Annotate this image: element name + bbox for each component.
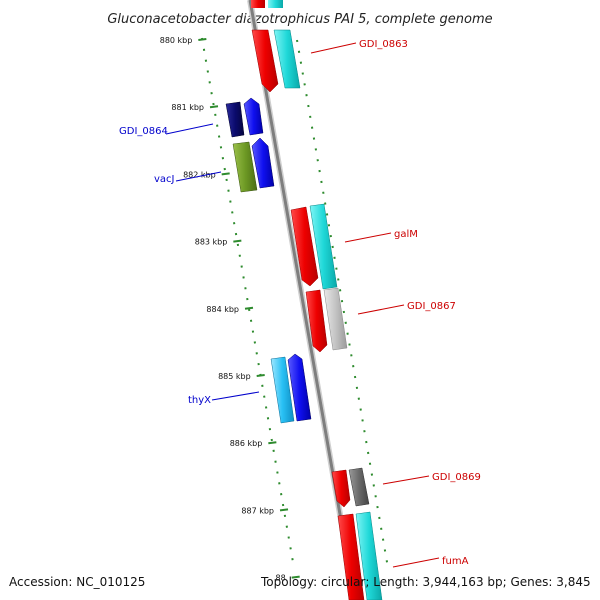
gene-galm-arrow — [290, 206, 319, 287]
scale-tick — [233, 239, 242, 243]
scale-label: 887 kbp — [241, 506, 274, 515]
gene-gdi0864-block — [225, 101, 245, 138]
topology-text: Topology: circular; Length: 3,944,163 bp… — [260, 575, 591, 589]
scale-tick — [221, 172, 230, 176]
gene-label-thyx: thyX — [188, 395, 211, 406]
leader-fuma — [392, 557, 440, 568]
leader-gdi0867 — [357, 304, 405, 315]
gene-gdi0867-arrow — [305, 289, 328, 353]
gene-label-gdi0864: GDI_0864 — [119, 126, 168, 137]
scale-axis: 880 kbp 881 kbp 882 kbp 883 kbp 884 kbp 885 k… — [160, 36, 300, 583]
leader-vacj — [175, 171, 222, 182]
gene-thyx-arrow — [287, 353, 312, 422]
scale-label: 882 kbp — [183, 170, 216, 179]
leader-gdi0863 — [310, 42, 357, 54]
gene-galm-cds — [309, 203, 338, 290]
map-title: Gluconacetobacter diazotrophicus PAI 5, … — [107, 12, 492, 27]
scale-tick — [209, 105, 219, 109]
gene-label-gdi0867: GDI_0867 — [407, 301, 456, 312]
gene-top-stub-cyan — [268, 0, 283, 8]
gene-label-gdi0863: GDI_0863 — [359, 39, 408, 50]
scale-label: 881 kbp — [171, 103, 204, 112]
scale-label: 884 kbp — [206, 305, 239, 314]
gene-vacj-arrow — [251, 137, 275, 189]
scale-tick — [291, 575, 300, 579]
scale-tick — [244, 306, 254, 310]
gene-gdi0863-arrow — [251, 29, 279, 93]
gene-top-stub-red — [251, 0, 265, 8]
scale-tick — [256, 374, 265, 377]
reverse-tick-line — [201, 37, 295, 569]
gene-label-gdi0869: GDI_0869 — [432, 472, 481, 483]
leader-gdi0869 — [382, 475, 430, 485]
gene-thyx-block — [270, 356, 295, 424]
leader-galm — [344, 232, 392, 243]
accession-text: Accession: NC_010125 — [9, 575, 145, 589]
gene-label-fuma: fumA — [442, 556, 469, 567]
scale-tick — [279, 508, 289, 512]
scale-tick — [198, 38, 207, 41]
gene-label-vacj: vacJ — [154, 174, 175, 185]
scale-label: 886 kbp — [230, 439, 263, 448]
gene-labels: GDI_0863 GDI_0864 vacJ galM GDI_0867 thy… — [119, 39, 481, 568]
gene-gdi0869-cds — [348, 467, 370, 507]
gene-blocks — [225, 0, 383, 600]
gene-gdi0863-cds — [273, 29, 301, 89]
scale-label: 880 kbp — [160, 36, 193, 45]
gene-gdi0867-cds — [323, 287, 348, 351]
forward-tick-line — [296, 39, 389, 569]
scale-label: 883 kbp — [195, 238, 228, 247]
scale-tick — [268, 441, 277, 445]
gene-fuma-cds — [355, 511, 383, 600]
gene-fuma-arrow — [337, 513, 365, 600]
gene-vacj-block — [232, 141, 258, 193]
gene-gdi0869-arrow — [331, 469, 351, 508]
gene-label-galm: galM — [394, 229, 418, 240]
leader-gdi0864 — [165, 123, 214, 135]
scale-label: 885 kbp — [218, 372, 251, 381]
leader-thyx — [211, 391, 260, 401]
scale-label: 88 — [275, 574, 285, 583]
gene-gdi0864-arrow — [243, 97, 264, 136]
